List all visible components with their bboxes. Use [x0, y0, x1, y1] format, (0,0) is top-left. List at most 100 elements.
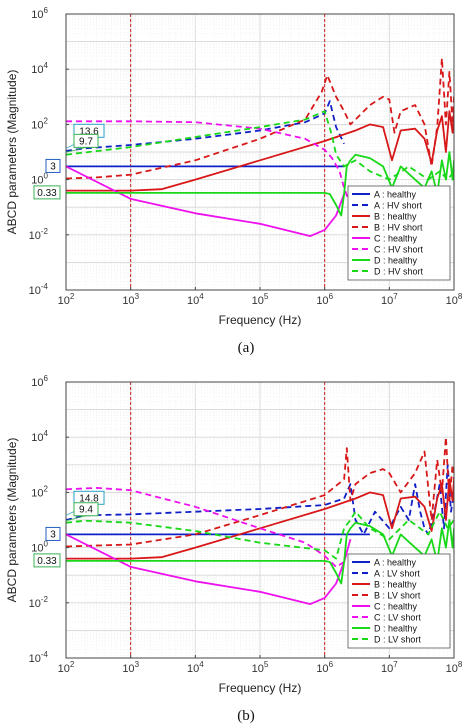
y-tick-label: 106: [31, 6, 48, 21]
y-tick-exponent: 6: [44, 6, 49, 15]
legend-label-1: A : healthy: [374, 190, 417, 200]
x-tick-exponent: 3: [135, 660, 140, 669]
legend-label-4: B : LV short: [374, 591, 421, 601]
y-tick-exponent: 0: [44, 172, 49, 181]
annotation-box: [33, 553, 61, 568]
legend-label-6: C : LV short: [374, 613, 421, 623]
annotation-label: 0.33: [37, 556, 57, 567]
x-tick-exponent: 8: [458, 660, 463, 669]
x-tick-exponent: 6: [329, 660, 334, 669]
y-tick-exponent: 2: [44, 116, 49, 125]
y-tick-exponent: 4: [44, 61, 49, 70]
series-line-6: [66, 486, 349, 568]
x-tick-label: 106: [316, 292, 333, 307]
series-line-4: [66, 436, 454, 548]
x-tick-exponent: 6: [329, 292, 334, 301]
annotation-label: 3: [50, 161, 56, 172]
series-line-5: [66, 165, 345, 238]
x-tick-label: 107: [381, 292, 398, 307]
legend-label-1: A : healthy: [374, 558, 417, 568]
y-tick-label: 100: [31, 172, 48, 187]
annotation-label: 3: [50, 529, 56, 540]
annotation-label: 0.33: [37, 188, 57, 199]
legend-label-5: C : healthy: [374, 234, 418, 244]
y-tick-exponent: 2: [44, 484, 49, 493]
annotation-label: 13.6: [79, 126, 99, 137]
series-line-6: [66, 120, 349, 200]
y-tick-label: 104: [31, 61, 48, 76]
y-tick-exponent: -2: [41, 595, 49, 604]
y-axis-label: ABCD parameters (Magnitude): [5, 438, 19, 603]
series-line-2: [66, 100, 345, 152]
x-tick-label: 105: [252, 292, 269, 307]
y-tick-label: 10-4: [29, 650, 49, 665]
annotation-label: 9.4: [79, 505, 93, 516]
x-tick-exponent: 3: [135, 292, 140, 301]
x-tick-exponent: 4: [199, 660, 204, 669]
x-tick-label: 103: [122, 660, 139, 675]
y-tick-exponent: 4: [44, 429, 49, 438]
series-line-7: [66, 151, 454, 217]
y-tick-label: 102: [31, 484, 48, 499]
x-tick-label: 104: [187, 292, 204, 307]
legend-label-3: B : healthy: [374, 580, 417, 590]
x-tick-exponent: 2: [70, 292, 75, 301]
y-tick-exponent: -4: [41, 282, 49, 291]
annotation-box: [33, 185, 61, 200]
x-tick-label: 104: [187, 660, 204, 675]
x-tick-exponent: 4: [199, 292, 204, 301]
series-line-4: [66, 57, 454, 180]
legend-label-2: A : HV short: [374, 201, 423, 211]
x-tick-label: 102: [58, 292, 75, 307]
series-line-3: [66, 478, 454, 560]
y-tick-exponent: -4: [41, 650, 49, 659]
x-tick-label: 105: [252, 660, 269, 675]
chart-panel-b: 102 103 104 105 106 107 108 10-4 10-2 100 102 104 10…: [5, 374, 463, 695]
series-line-7: [66, 519, 454, 585]
y-tick-label: 100: [31, 540, 48, 555]
legend-label-6: C : HV short: [374, 245, 424, 255]
x-tick-label: 102: [58, 660, 75, 675]
y-tick-label: 10-2: [29, 227, 49, 242]
x-tick-exponent: 2: [70, 660, 75, 669]
annotation-box: [45, 158, 61, 173]
series-line-8: [66, 110, 454, 181]
y-tick-label: 10-2: [29, 595, 49, 610]
annotation-leader: [65, 515, 87, 522]
annotation-box: [45, 526, 61, 541]
panels: 102 103 104 105 106 107 108 10-4 10-2 100 102 104 10…: [5, 6, 463, 695]
annotation-label: 9.7: [79, 136, 93, 147]
x-tick-exponent: 8: [458, 292, 463, 301]
x-tick-exponent: 5: [264, 292, 269, 301]
caption-a: (a): [238, 340, 255, 356]
series-line-8: [66, 510, 454, 560]
x-tick-label: 108: [446, 660, 463, 675]
legend-label-8: D : HV short: [374, 267, 424, 277]
y-tick-label: 10-4: [29, 282, 49, 297]
caption-b: (b): [237, 708, 255, 724]
y-tick-label: 104: [31, 429, 48, 444]
x-tick-label: 107: [381, 660, 398, 675]
legend-label-7: D : healthy: [374, 256, 418, 266]
chart-panel-a: 102 103 104 105 106 107 108 10-4 10-2 100 102 104 10…: [5, 6, 463, 327]
x-axis-label: Frequency (Hz): [219, 313, 302, 327]
y-tick-label: 106: [31, 374, 48, 389]
series-line-5: [66, 533, 352, 605]
y-axis-label: ABCD parameters (Magnitude): [5, 70, 19, 235]
legend-frame: [347, 185, 451, 281]
legend-label-5: C : healthy: [374, 602, 418, 612]
y-tick-exponent: 6: [44, 374, 49, 383]
legend-label-4: B : HV short: [374, 223, 423, 233]
legend-label-2: A : LV short: [374, 569, 420, 579]
annotation-leader: [65, 146, 87, 153]
legend-frame: [347, 553, 451, 649]
annotation-label: 14.8: [79, 493, 99, 504]
x-tick-label: 108: [446, 292, 463, 307]
x-tick-exponent: 7: [393, 660, 398, 669]
x-tick-label: 103: [122, 292, 139, 307]
series-line-3: [66, 110, 454, 192]
x-tick-label: 106: [316, 660, 333, 675]
